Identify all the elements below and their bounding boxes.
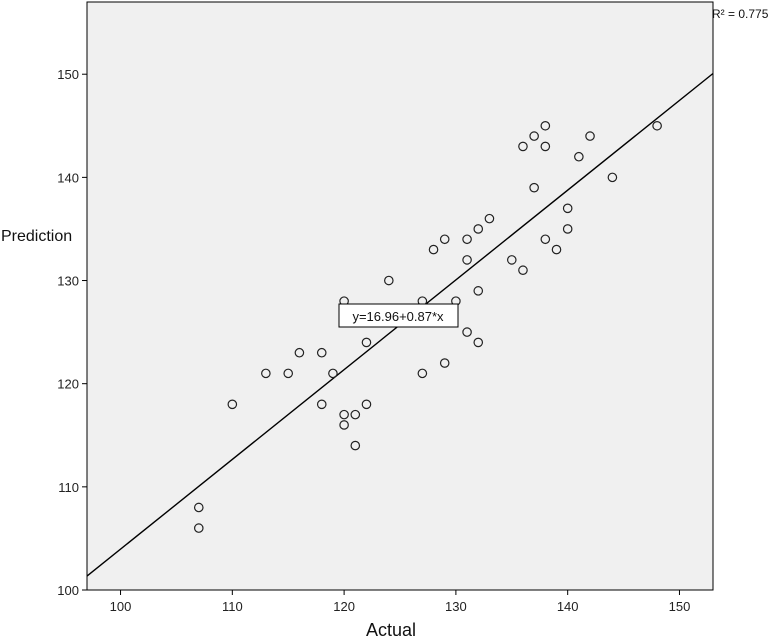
data-point [473, 286, 484, 296]
data-point [506, 255, 517, 265]
data-point [350, 409, 361, 420]
y-axis-title: Prediction [1, 228, 72, 245]
data-point [439, 234, 450, 245]
data-points [193, 120, 662, 533]
y-tick-label: 130 [57, 274, 79, 289]
data-point [462, 234, 472, 245]
data-point [316, 347, 327, 358]
data-point [316, 399, 327, 410]
data-point [473, 224, 484, 234]
data-point [261, 368, 271, 379]
y-axis-ticks: 100 110 120 130 140 150 [57, 67, 87, 598]
x-tick-label: 130 [445, 599, 467, 614]
data-point [540, 234, 551, 245]
data-point [484, 213, 495, 224]
data-point [294, 347, 305, 358]
x-tick-label: 150 [669, 599, 691, 614]
data-point [473, 337, 484, 348]
fit-equation-box: y=16.96+0.87*x [338, 303, 459, 328]
y-tick-label: 120 [57, 377, 79, 392]
data-point [529, 182, 539, 193]
x-tick-label: 140 [557, 599, 579, 614]
data-point [540, 120, 551, 131]
x-axis-ticks: 100 110 120 130 140 150 [110, 590, 691, 614]
y-tick-label: 140 [57, 170, 79, 185]
plot-area [86, 1, 714, 591]
data-point [529, 131, 539, 141]
data-point [439, 358, 450, 368]
data-point [193, 523, 204, 533]
data-point [551, 244, 562, 255]
fit-equation-label: y=16.96+0.87*x [352, 309, 444, 324]
x-tick-label: 110 [222, 599, 243, 614]
data-point [585, 131, 595, 141]
r-squared-label: R² = 0.775 [712, 7, 769, 21]
data-point [540, 141, 551, 152]
data-point [350, 440, 361, 451]
data-point [518, 265, 528, 276]
data-point [462, 255, 472, 265]
data-point [607, 172, 618, 183]
data-point [227, 399, 238, 410]
data-point [562, 203, 573, 214]
y-tick-label: 150 [57, 67, 79, 82]
data-point [462, 327, 472, 337]
data-point [428, 244, 439, 255]
data-point [361, 399, 372, 410]
x-tick-label: 120 [333, 599, 355, 614]
data-point [283, 368, 294, 379]
data-point [652, 120, 662, 131]
x-axis-title: Actual [366, 620, 416, 640]
data-point [339, 420, 349, 430]
data-point [518, 141, 528, 152]
data-point [339, 409, 349, 420]
y-tick-label: 110 [58, 480, 79, 495]
data-point [328, 368, 338, 379]
y-tick-label: 100 [57, 583, 79, 598]
data-point [574, 151, 584, 162]
data-point [193, 502, 204, 513]
data-point [384, 275, 394, 286]
x-tick-label: 100 [110, 599, 132, 614]
data-point [562, 224, 573, 234]
data-point [361, 337, 372, 348]
data-point [417, 368, 428, 379]
